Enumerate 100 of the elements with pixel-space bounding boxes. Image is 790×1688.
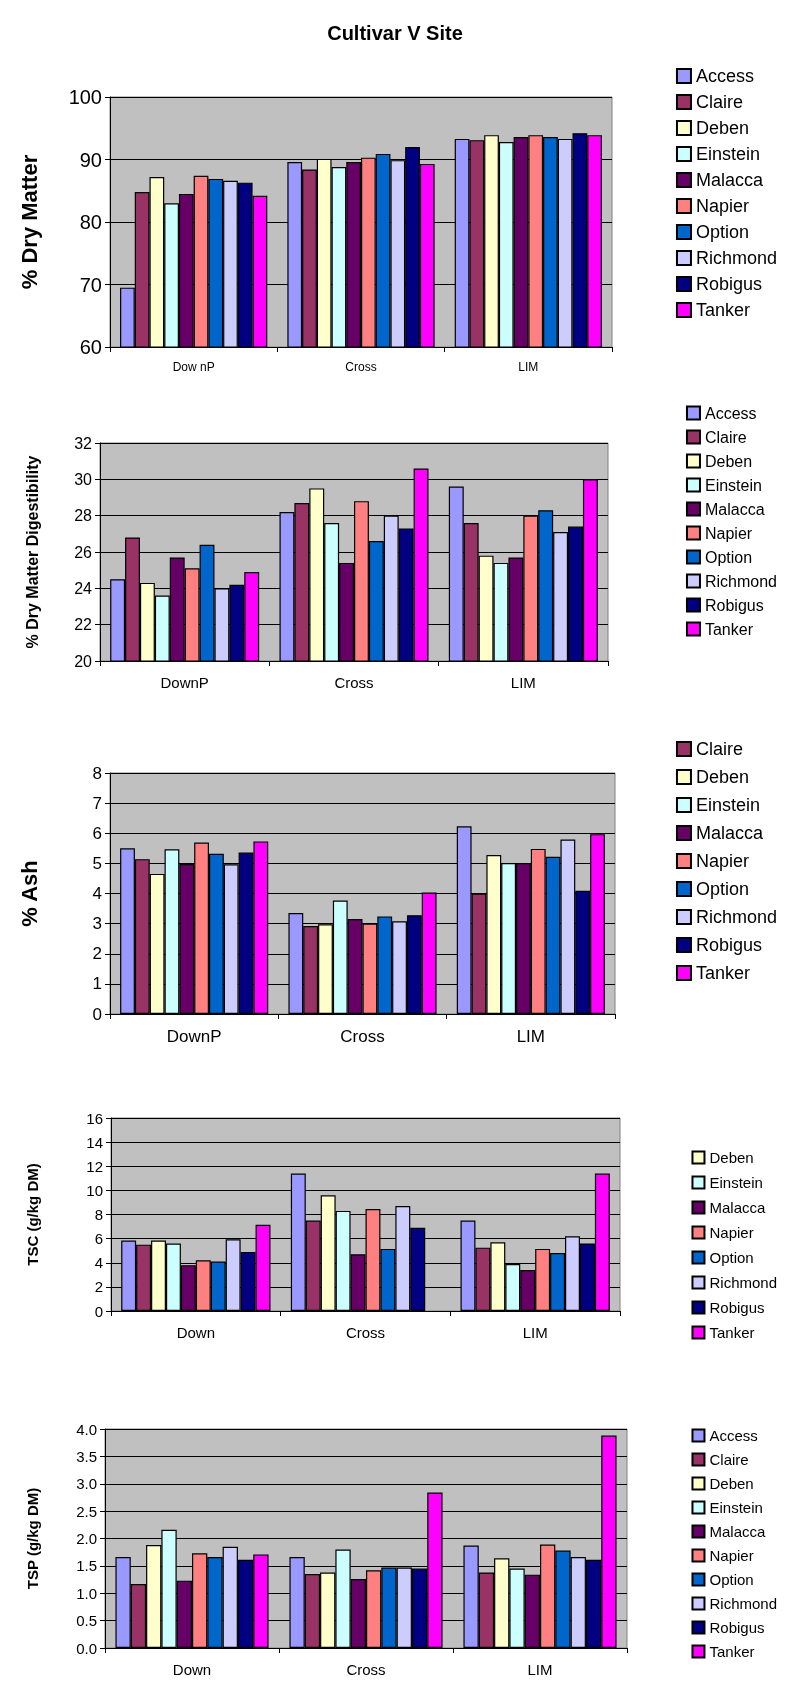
- y-tick-label: 7: [92, 793, 102, 813]
- legend-label: Richmond: [695, 907, 778, 927]
- legend-label: Tanker: [695, 300, 750, 320]
- legend-label: Option: [704, 548, 753, 566]
- y-tick-label: 0.5: [76, 1612, 97, 1630]
- x-tick-label: Down: [176, 1324, 216, 1341]
- x-tick-label: Dow nP: [172, 360, 215, 374]
- y-tick-label: 0: [94, 1302, 103, 1320]
- legend-label: Richmond: [709, 1595, 777, 1612]
- legend-label: Deben: [695, 118, 750, 138]
- y-tick-label: 16: [86, 1109, 103, 1127]
- x-tick-label: LIM: [527, 1661, 553, 1678]
- legend-label: Tanker: [709, 1643, 755, 1660]
- legend-label: Access: [704, 404, 757, 422]
- legend-label: Einstein: [709, 1174, 763, 1191]
- legend-label: Deben: [709, 1475, 754, 1492]
- legend-label: Napier: [704, 524, 753, 542]
- x-tick-label: Down: [172, 1661, 212, 1678]
- y-tick-label: 10: [86, 1181, 103, 1199]
- chart-title: Cultivar V Site: [327, 22, 463, 44]
- y-tick-label: 30: [74, 470, 93, 488]
- legend-label: Richmond: [709, 1274, 777, 1291]
- legend-label: Napier: [695, 851, 749, 871]
- legend-label: Napier: [709, 1547, 754, 1564]
- legend-label: Robigus: [704, 596, 764, 614]
- legend-label: Option: [709, 1571, 754, 1588]
- legend-label: Option: [695, 879, 750, 899]
- y-tick-label: 2: [92, 944, 102, 964]
- x-tick-label: Cross: [346, 1661, 386, 1678]
- y-tick-label: 3.0: [76, 1475, 97, 1493]
- y-tick-label: 2.5: [76, 1502, 97, 1520]
- y-tick-label: 4.0: [76, 1420, 97, 1438]
- legend-label: Richmond: [704, 572, 777, 590]
- y-tick-label: 5: [92, 853, 102, 873]
- y-tick-label: 4: [94, 1254, 103, 1272]
- legend-label: Tanker: [695, 963, 750, 983]
- x-tick-label: LIM: [516, 1027, 546, 1046]
- legend-label: Robigus: [709, 1619, 765, 1636]
- y-tick-label: 14: [86, 1133, 103, 1151]
- legend-label: Option: [695, 222, 750, 242]
- y-tick-label: 1.5: [76, 1557, 97, 1575]
- legend-label: Tanker: [709, 1324, 755, 1341]
- legend-label: Einstein: [695, 144, 761, 164]
- legend-label: Malacca: [695, 823, 764, 843]
- legend-label: Robigus: [695, 274, 763, 294]
- x-tick-label: DownP: [160, 674, 209, 691]
- x-tick-label: DownP: [166, 1027, 222, 1046]
- y-axis-title: TSC (g/kg DM): [24, 1163, 41, 1266]
- legend-label: Einstein: [704, 476, 762, 494]
- legend-label: Tanker: [704, 620, 754, 638]
- legend-label: Malacca: [709, 1523, 766, 1540]
- legend-label: Malacca: [704, 500, 765, 518]
- y-tick-label: 6: [94, 1230, 103, 1248]
- y-tick-label: 12: [86, 1157, 103, 1175]
- x-tick-label: LIM: [522, 1324, 548, 1341]
- y-tick-label: 1.0: [76, 1584, 97, 1602]
- legend-label: Access: [709, 1427, 758, 1444]
- y-tick-label: 100: [68, 86, 102, 108]
- y-tick-label: 90: [79, 148, 102, 171]
- legend-label: Deben: [709, 1149, 754, 1166]
- y-tick-label: 28: [74, 507, 93, 525]
- legend-label: Napier: [709, 1224, 754, 1241]
- legend-label: Richmond: [695, 248, 778, 268]
- y-axis-title: % Ash: [16, 860, 42, 927]
- x-tick-label: Cross: [334, 674, 374, 691]
- y-tick-label: 8: [92, 763, 102, 783]
- y-axis-title: % Dry Matter: [16, 154, 42, 290]
- y-tick-label: 3.5: [76, 1447, 97, 1465]
- legend-label: Malacca: [709, 1199, 766, 1216]
- legend-label: Option: [709, 1249, 754, 1266]
- legend-label: Einstein: [709, 1499, 763, 1516]
- y-tick-label: 6: [92, 823, 102, 843]
- y-tick-label: 4: [92, 884, 102, 903]
- legend-label: Robigus: [695, 935, 763, 955]
- y-tick-label: 22: [74, 616, 93, 634]
- y-tick-label: 70: [79, 273, 102, 296]
- y-tick-label: 32: [74, 434, 93, 452]
- x-tick-label: Cross: [345, 1324, 386, 1341]
- y-tick-label: 8: [94, 1206, 103, 1223]
- y-axis-title: TSP (g/kg DM): [24, 1487, 41, 1590]
- y-tick-label: 1: [92, 974, 102, 994]
- legend-label: Einstein: [695, 795, 761, 815]
- y-axis-title: % Dry Matter Digestibility: [23, 455, 41, 649]
- y-tick-label: 0: [92, 1004, 102, 1024]
- legend-label: Claire: [695, 92, 743, 112]
- legend-label: Deben: [704, 452, 753, 470]
- x-tick-label: Cross: [345, 360, 377, 374]
- y-tick-label: 24: [74, 579, 93, 597]
- y-tick-label: 2.0: [76, 1530, 97, 1547]
- y-tick-label: 20: [74, 652, 93, 670]
- y-tick-label: 2: [94, 1278, 103, 1296]
- legend-label: Napier: [695, 196, 749, 216]
- legend-label: Robigus: [709, 1299, 765, 1316]
- legend-label: Claire: [709, 1451, 749, 1468]
- x-tick-label: Cross: [340, 1027, 385, 1046]
- legend-label: Claire: [695, 739, 743, 759]
- y-tick-label: 0.0: [76, 1639, 97, 1657]
- legend-label: Malacca: [695, 170, 764, 190]
- legend-label: Access: [695, 66, 754, 86]
- x-tick-label: LIM: [510, 674, 536, 691]
